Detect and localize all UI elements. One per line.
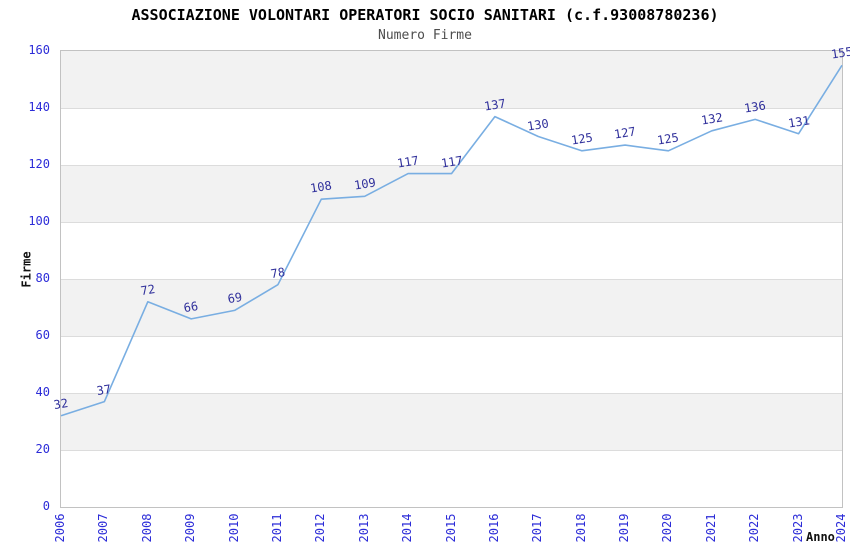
x-tick-label: 2017	[530, 513, 545, 543]
x-tick-label: 2013	[356, 513, 371, 543]
data-point-label: 155	[830, 44, 850, 62]
y-tick-label: 100	[28, 214, 50, 228]
plot-band	[61, 450, 842, 507]
x-tick-label: 2007	[96, 513, 111, 543]
x-tick-label: 2009	[183, 513, 198, 543]
series-polyline	[60, 64, 843, 417]
chart-title: ASSOCIAZIONE VOLONTARI OPERATORI SOCIO S…	[131, 6, 719, 24]
x-tick-label: 2012	[313, 513, 328, 543]
y-tick-label: 60	[35, 328, 50, 342]
plot-band	[61, 165, 842, 222]
x-tick-label: 2022	[747, 513, 762, 543]
x-tick-label: 2019	[617, 513, 632, 543]
y-tick-label: 80	[35, 271, 50, 285]
x-tick-label: 2011	[269, 513, 284, 543]
y-tick-label: 20	[35, 442, 50, 456]
x-tick-label: 2008	[139, 513, 154, 543]
y-tick-label: 40	[35, 385, 50, 399]
x-tick-label: 2014	[400, 513, 415, 543]
x-tick-label: 2006	[53, 513, 67, 543]
x-tick-label: 2021	[703, 513, 718, 543]
line-series	[60, 64, 843, 417]
plot-band	[61, 51, 842, 108]
x-tick-label: 2020	[660, 513, 675, 543]
chart-subtitle: Numero Firme	[378, 28, 472, 43]
plot-band	[61, 222, 842, 279]
plot-band	[61, 393, 842, 450]
x-axis-title: Anno	[806, 530, 835, 544]
plot-band	[61, 108, 842, 165]
plot-band	[61, 279, 842, 336]
x-tick-label: 2015	[443, 513, 458, 543]
y-tick-label: 120	[28, 157, 50, 171]
plot-band	[61, 336, 842, 393]
y-tick-label: 140	[28, 100, 50, 114]
y-tick-label: 0	[42, 499, 50, 513]
y-axis-title: Firme	[19, 251, 34, 288]
x-tick-label: 2023	[790, 513, 805, 543]
x-tick-label: 2018	[573, 513, 588, 543]
plot-area: 32 37 72 66 69 78 108 109 117 117 137 130 125 127 125 1…	[53, 45, 850, 508]
x-tick-label: 2016	[486, 513, 501, 543]
x-tick-label: 2010	[226, 513, 241, 543]
y-tick-label: 160	[28, 43, 50, 57]
